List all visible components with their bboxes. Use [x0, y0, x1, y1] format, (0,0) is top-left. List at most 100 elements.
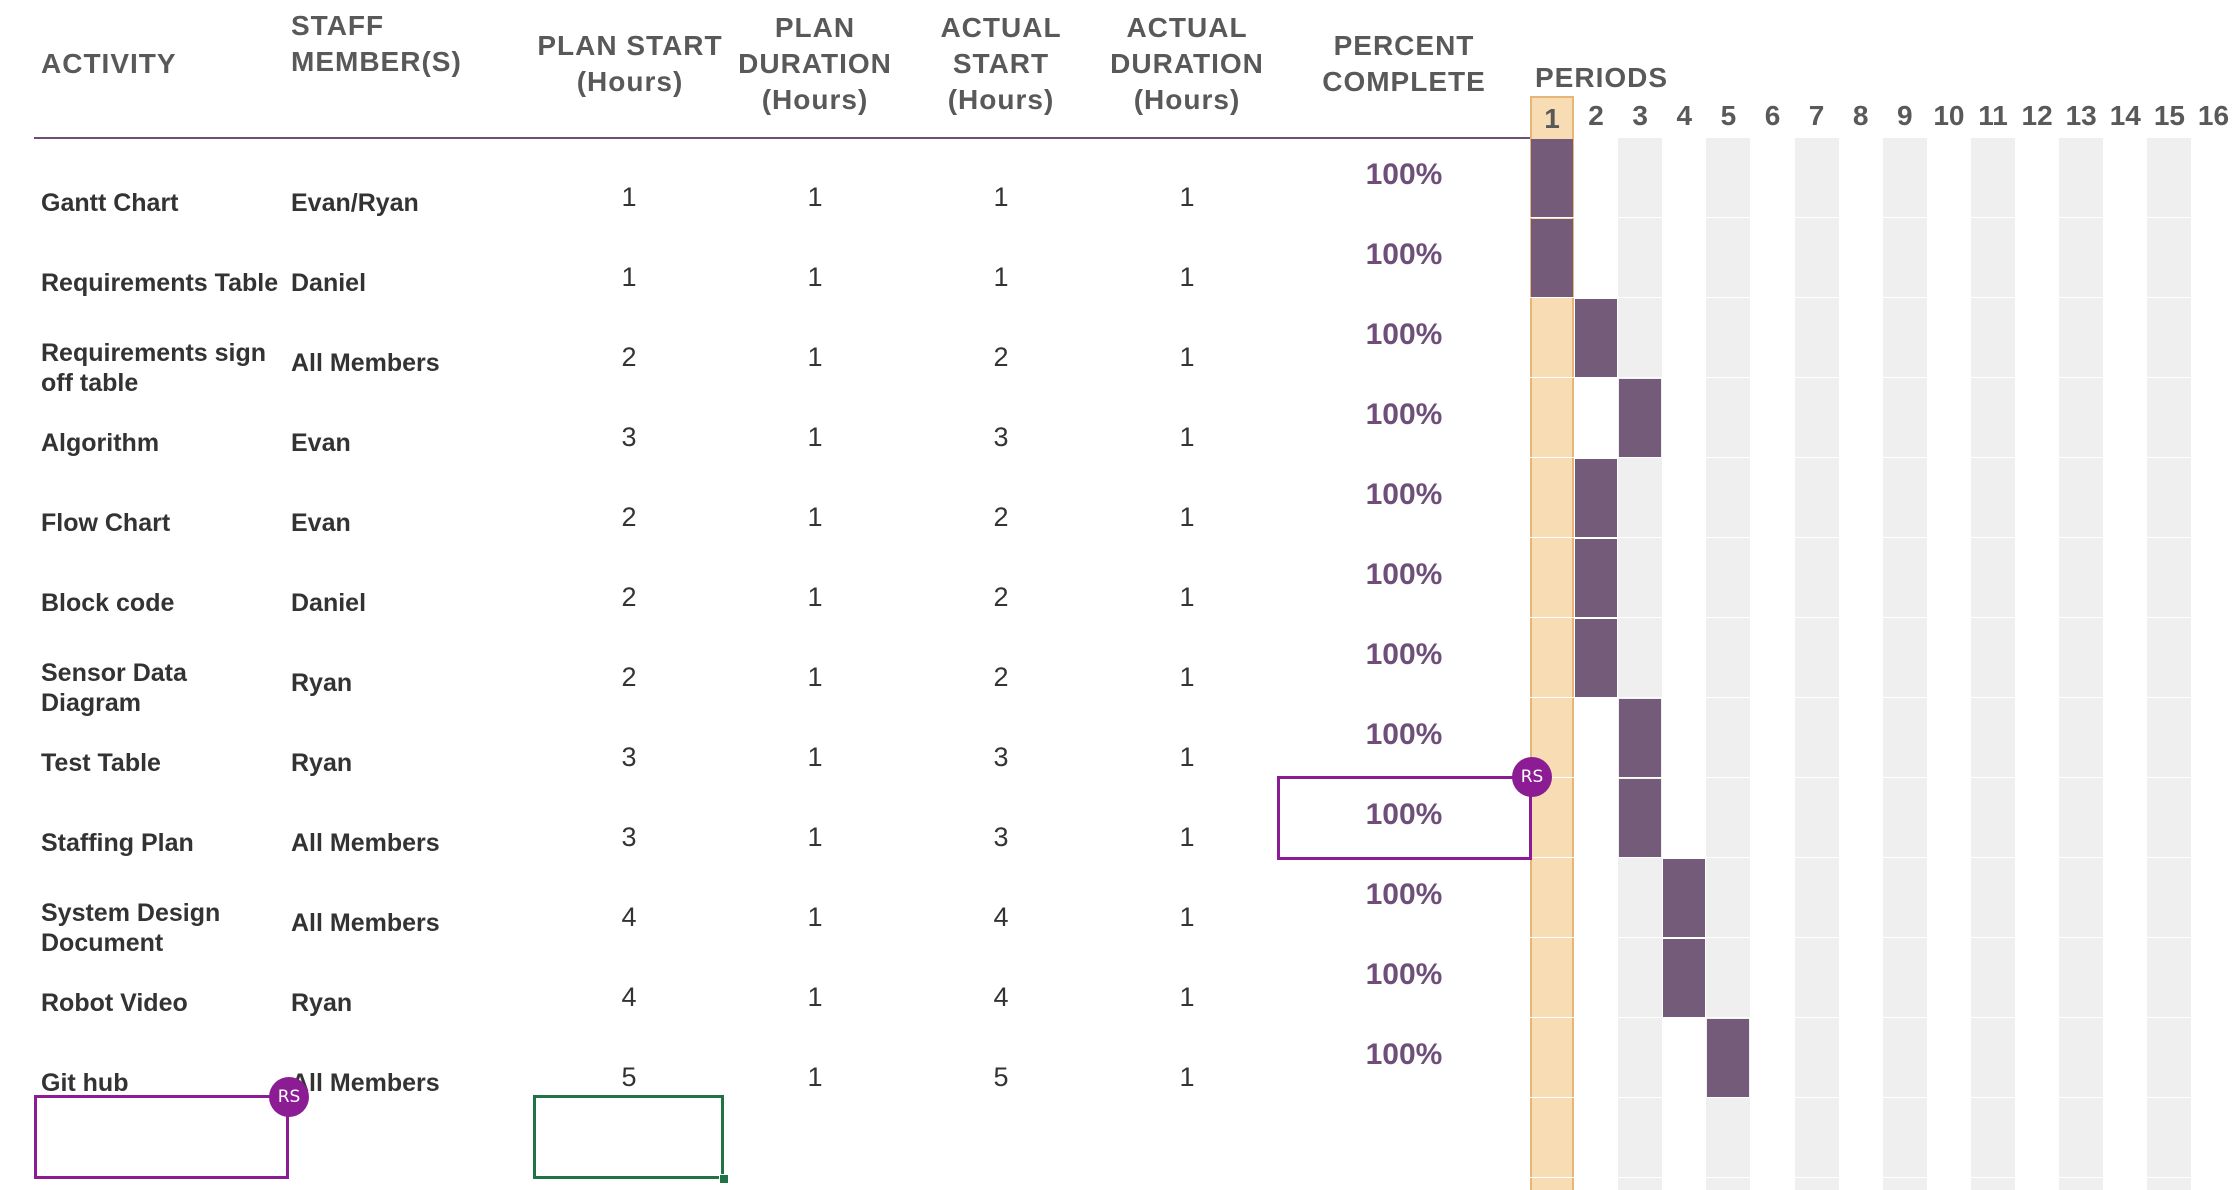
actual-duration-cell[interactable]: 1 — [1179, 502, 1195, 532]
percent-complete-cell[interactable]: 100% — [1365, 158, 1443, 191]
plan-start-cell[interactable]: 2 — [621, 502, 637, 532]
actual-start-cell[interactable]: 3 — [993, 742, 1009, 772]
plan-start-cell[interactable]: 2 — [621, 342, 637, 372]
plan-duration-cell[interactable]: 1 — [807, 262, 823, 292]
staff-cell[interactable]: Evan/Ryan — [291, 189, 419, 217]
plan-start-cell[interactable]: 1 — [621, 182, 637, 212]
activity-cell[interactable]: Test Table — [41, 749, 161, 777]
plan-duration-cell[interactable]: 1 — [807, 182, 823, 212]
staff-cell[interactable]: All Members — [291, 1069, 440, 1097]
actual-start-cell[interactable]: 4 — [993, 982, 1009, 1012]
activity-cell[interactable]: Staffing Plan — [41, 829, 194, 857]
period-column — [1530, 138, 1575, 1190]
percent-complete-cell[interactable]: 100% — [1365, 238, 1443, 271]
activity-cell[interactable]: Block code — [41, 589, 175, 617]
percent-complete-cell[interactable]: 100% — [1365, 558, 1443, 591]
staff-cell[interactable]: Ryan — [291, 989, 353, 1017]
actual-start-cell[interactable]: 2 — [993, 582, 1009, 612]
activity-cell[interactable]: Requirements Table — [41, 269, 279, 297]
plan-duration-cell[interactable]: 1 — [807, 422, 823, 452]
actual-duration-cell[interactable]: 1 — [1179, 422, 1195, 452]
actual-start-cell[interactable]: 1 — [993, 262, 1009, 292]
staff-cell[interactable]: Evan — [291, 509, 351, 537]
activity-cell[interactable]: Algorithm — [41, 429, 160, 457]
actual-start-cell[interactable]: 1 — [993, 182, 1009, 212]
collaborator-selection-activity[interactable] — [34, 1095, 289, 1179]
staff-cell[interactable]: All Members — [291, 829, 440, 857]
actual-duration-cell[interactable]: 1 — [1179, 262, 1195, 292]
staff-cell[interactable]: All Members — [291, 349, 440, 377]
header-plan-duration: PLAN DURATION (Hours) — [738, 12, 892, 115]
actual-duration-cell[interactable]: 1 — [1179, 582, 1195, 612]
plan-start-cell[interactable]: 4 — [621, 902, 637, 932]
collaborator-avatar[interactable]: RS — [1512, 757, 1552, 797]
activity-cell[interactable]: System Design Document — [41, 899, 221, 957]
plan-duration-cell[interactable]: 1 — [807, 982, 823, 1012]
staff-cell[interactable]: Evan — [291, 429, 351, 457]
actual-start-cell[interactable]: 2 — [993, 662, 1009, 692]
header-actual-start: ACTUAL START (Hours) — [940, 12, 1062, 115]
activity-cell[interactable]: Flow Chart — [41, 509, 171, 537]
plan-duration-cell[interactable]: 1 — [807, 502, 823, 532]
percent-complete-cell[interactable]: 100% — [1365, 478, 1443, 511]
plan-start-cell[interactable]: 5 — [621, 1062, 637, 1092]
percent-complete-cell[interactable]: 100% — [1365, 318, 1443, 351]
actual-duration-cell[interactable]: 1 — [1179, 822, 1195, 852]
period-column — [2059, 138, 2104, 1190]
actual-start-cell[interactable]: 3 — [993, 422, 1009, 452]
gantt-bar — [1619, 699, 1662, 777]
plan-duration-cell[interactable]: 1 — [807, 742, 823, 772]
percent-complete-cell[interactable]: 100% — [1365, 878, 1443, 911]
plan-start-cell[interactable]: 1 — [621, 262, 637, 292]
actual-start-cell[interactable]: 4 — [993, 902, 1009, 932]
percent-complete-cell[interactable]: 100% — [1365, 398, 1443, 431]
actual-duration-cell[interactable]: 1 — [1179, 982, 1195, 1012]
percent-complete-cell[interactable]: 100% — [1365, 718, 1443, 751]
percent-complete-cell[interactable]: 100% — [1365, 798, 1443, 831]
actual-duration-cell[interactable]: 1 — [1179, 1062, 1195, 1092]
plan-start-cell[interactable]: 3 — [621, 742, 637, 772]
staff-cell[interactable]: All Members — [291, 909, 440, 937]
plan-start-cell[interactable]: 4 — [621, 982, 637, 1012]
plan-duration-cell[interactable]: 1 — [807, 582, 823, 612]
gantt-row-line — [1530, 217, 2234, 218]
activity-cell[interactable]: Git hub — [41, 1069, 129, 1097]
plan-duration-cell[interactable]: 1 — [807, 342, 823, 372]
actual-duration-cell[interactable]: 1 — [1179, 902, 1195, 932]
activity-cell[interactable]: Gantt Chart — [41, 189, 179, 217]
plan-duration-cell[interactable]: 1 — [807, 1062, 823, 1092]
staff-cell[interactable]: Daniel — [291, 589, 367, 617]
active-cell-selection[interactable] — [533, 1095, 724, 1179]
actual-start-cell[interactable]: 2 — [993, 342, 1009, 372]
staff-cell[interactable]: Daniel — [291, 269, 367, 297]
activity-cell[interactable]: Robot Video — [41, 989, 188, 1017]
plan-start-cell[interactable]: 2 — [621, 582, 637, 612]
plan-start-cell[interactable]: 2 — [621, 662, 637, 692]
fill-handle[interactable] — [719, 1174, 729, 1184]
actual-duration-cell[interactable]: 1 — [1179, 182, 1195, 212]
percent-complete-cell[interactable]: 100% — [1365, 638, 1443, 671]
staff-cell[interactable]: Ryan — [291, 749, 353, 777]
plan-duration-cell[interactable]: 1 — [807, 822, 823, 852]
staff-cell[interactable]: Ryan — [291, 669, 353, 697]
percent-complete-cell[interactable]: 100% — [1365, 1038, 1443, 1071]
plan-start-cell[interactable]: 3 — [621, 822, 637, 852]
period-number: 16 — [2197, 100, 2230, 131]
period-number: 9 — [1897, 100, 1913, 131]
actual-start-cell[interactable]: 2 — [993, 502, 1009, 532]
period-column — [1882, 138, 1927, 1190]
actual-start-cell[interactable]: 3 — [993, 822, 1009, 852]
plan-duration-cell[interactable]: 1 — [807, 662, 823, 692]
actual-duration-cell[interactable]: 1 — [1179, 742, 1195, 772]
actual-duration-cell[interactable]: 1 — [1179, 662, 1195, 692]
activity-cell[interactable]: Requirements sign off table — [41, 339, 267, 397]
actual-duration-cell[interactable]: 1 — [1179, 342, 1195, 372]
collaborator-avatar[interactable]: RS — [269, 1077, 309, 1117]
activity-cell[interactable]: Sensor Data Diagram — [41, 659, 187, 717]
plan-duration-cell[interactable]: 1 — [807, 902, 823, 932]
collaborator-selection-percent[interactable] — [1277, 776, 1532, 860]
period-number: 3 — [1632, 100, 1648, 131]
plan-start-cell[interactable]: 3 — [621, 422, 637, 452]
actual-start-cell[interactable]: 5 — [993, 1062, 1009, 1092]
percent-complete-cell[interactable]: 100% — [1365, 958, 1443, 991]
